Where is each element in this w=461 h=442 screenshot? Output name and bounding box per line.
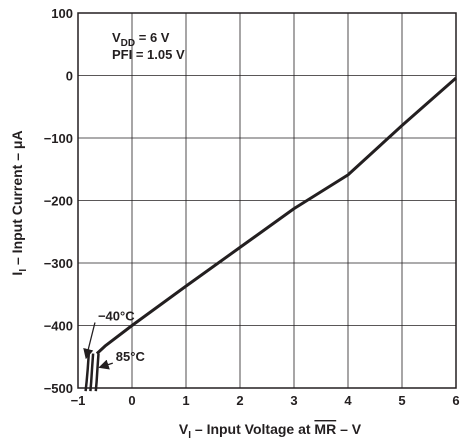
y-tick-label: 0 <box>66 69 73 84</box>
annotation-arrow-0 <box>83 322 96 360</box>
y-tick-labels: 100 0 −100 −200 −300 −400 −500 <box>44 6 73 396</box>
y-tick-label: −300 <box>44 256 73 271</box>
x-tick-label: 2 <box>236 393 243 408</box>
temperature-branch-2 <box>94 353 100 392</box>
y-tick-label: −200 <box>44 194 73 209</box>
x-tick-label: 4 <box>344 393 352 408</box>
x-axis-title: VI – Input Voltage at MR – V <box>179 421 362 441</box>
temperature-branch-1 <box>89 353 95 392</box>
annotation-label-1: 85°C <box>116 349 146 364</box>
temperature-branch-0 <box>84 353 91 392</box>
y-tick-label: −500 <box>44 381 73 396</box>
y-tick-label: −400 <box>44 319 73 334</box>
x-tick-label: −1 <box>71 393 86 408</box>
x-tick-labels: −1 0 1 2 3 4 5 6 <box>71 393 460 408</box>
series-line-0 <box>95 76 457 355</box>
x-tick-label: 5 <box>398 393 405 408</box>
annotation-label-0: −40°C <box>98 309 135 324</box>
y-tick-label: −100 <box>44 131 73 146</box>
annotation-arrow-1 <box>98 359 113 370</box>
x-tick-label: 3 <box>290 393 297 408</box>
grid <box>77 12 457 389</box>
series-group <box>84 76 457 392</box>
pfi-condition: PFI = 1.05 V <box>112 47 185 62</box>
y-tick-label: 100 <box>51 6 73 21</box>
x-tick-label: 0 <box>128 393 135 408</box>
annotations: −40°C 85°C <box>83 309 146 370</box>
vdd-condition: VDD = 6 V <box>112 30 170 49</box>
plot-frame <box>77 12 457 389</box>
x-tick-label: 6 <box>452 393 459 408</box>
y-axis-title: II – Input Current – μA <box>9 130 29 275</box>
x-tick-label: 1 <box>182 393 189 408</box>
